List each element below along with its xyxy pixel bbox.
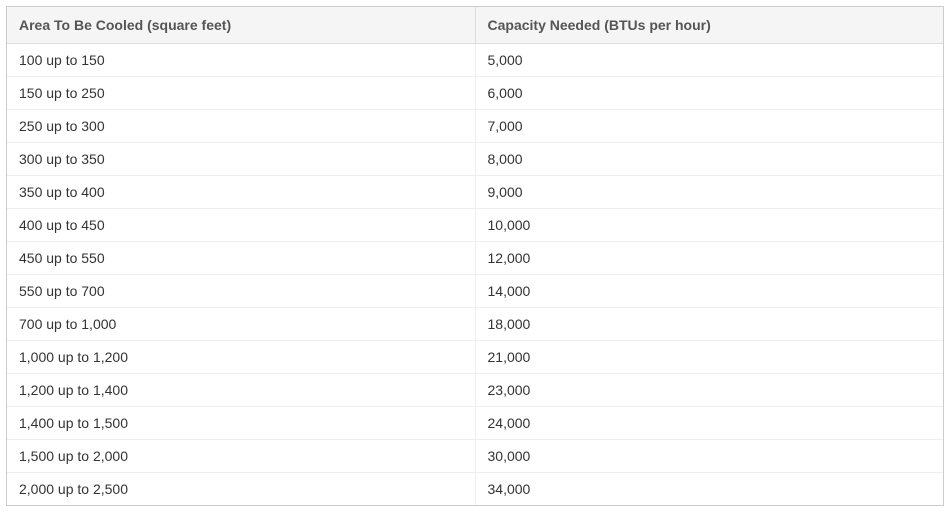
cell-area: 1,400 up to 1,500 [7, 407, 475, 440]
cell-capacity: 12,000 [475, 242, 943, 275]
cell-capacity: 30,000 [475, 440, 943, 473]
cell-capacity: 9,000 [475, 176, 943, 209]
table-row: 300 up to 350 8,000 [7, 143, 943, 176]
table-row: 250 up to 300 7,000 [7, 110, 943, 143]
table-row: 550 up to 700 14,000 [7, 275, 943, 308]
cell-capacity: 21,000 [475, 341, 943, 374]
cell-area: 1,000 up to 1,200 [7, 341, 475, 374]
cell-area: 350 up to 400 [7, 176, 475, 209]
table-row: 350 up to 400 9,000 [7, 176, 943, 209]
btu-table-container: Area To Be Cooled (square feet) Capacity… [6, 6, 944, 506]
cell-capacity: 14,000 [475, 275, 943, 308]
column-header-capacity: Capacity Needed (BTUs per hour) [475, 7, 943, 44]
table-row: 450 up to 550 12,000 [7, 242, 943, 275]
table-row: 1,200 up to 1,400 23,000 [7, 374, 943, 407]
table-row: 2,000 up to 2,500 34,000 [7, 473, 943, 506]
table-row: 400 up to 450 10,000 [7, 209, 943, 242]
cell-area: 1,200 up to 1,400 [7, 374, 475, 407]
cell-capacity: 10,000 [475, 209, 943, 242]
table-header-row: Area To Be Cooled (square feet) Capacity… [7, 7, 943, 44]
table-row: 150 up to 250 6,000 [7, 77, 943, 110]
column-header-area: Area To Be Cooled (square feet) [7, 7, 475, 44]
cell-area: 550 up to 700 [7, 275, 475, 308]
cell-area: 2,000 up to 2,500 [7, 473, 475, 506]
cell-capacity: 23,000 [475, 374, 943, 407]
cell-capacity: 6,000 [475, 77, 943, 110]
table-row: 700 up to 1,000 18,000 [7, 308, 943, 341]
cell-area: 1,500 up to 2,000 [7, 440, 475, 473]
cell-capacity: 8,000 [475, 143, 943, 176]
table-row: 1,400 up to 1,500 24,000 [7, 407, 943, 440]
cell-area: 250 up to 300 [7, 110, 475, 143]
btu-table: Area To Be Cooled (square feet) Capacity… [7, 7, 943, 505]
table-body: 100 up to 150 5,000 150 up to 250 6,000 … [7, 44, 943, 506]
cell-capacity: 18,000 [475, 308, 943, 341]
cell-area: 150 up to 250 [7, 77, 475, 110]
table-row: 1,500 up to 2,000 30,000 [7, 440, 943, 473]
cell-area: 400 up to 450 [7, 209, 475, 242]
table-row: 1,000 up to 1,200 21,000 [7, 341, 943, 374]
cell-area: 450 up to 550 [7, 242, 475, 275]
cell-capacity: 34,000 [475, 473, 943, 506]
cell-capacity: 5,000 [475, 44, 943, 77]
cell-area: 700 up to 1,000 [7, 308, 475, 341]
cell-area: 100 up to 150 [7, 44, 475, 77]
cell-capacity: 7,000 [475, 110, 943, 143]
cell-area: 300 up to 350 [7, 143, 475, 176]
cell-capacity: 24,000 [475, 407, 943, 440]
table-row: 100 up to 150 5,000 [7, 44, 943, 77]
